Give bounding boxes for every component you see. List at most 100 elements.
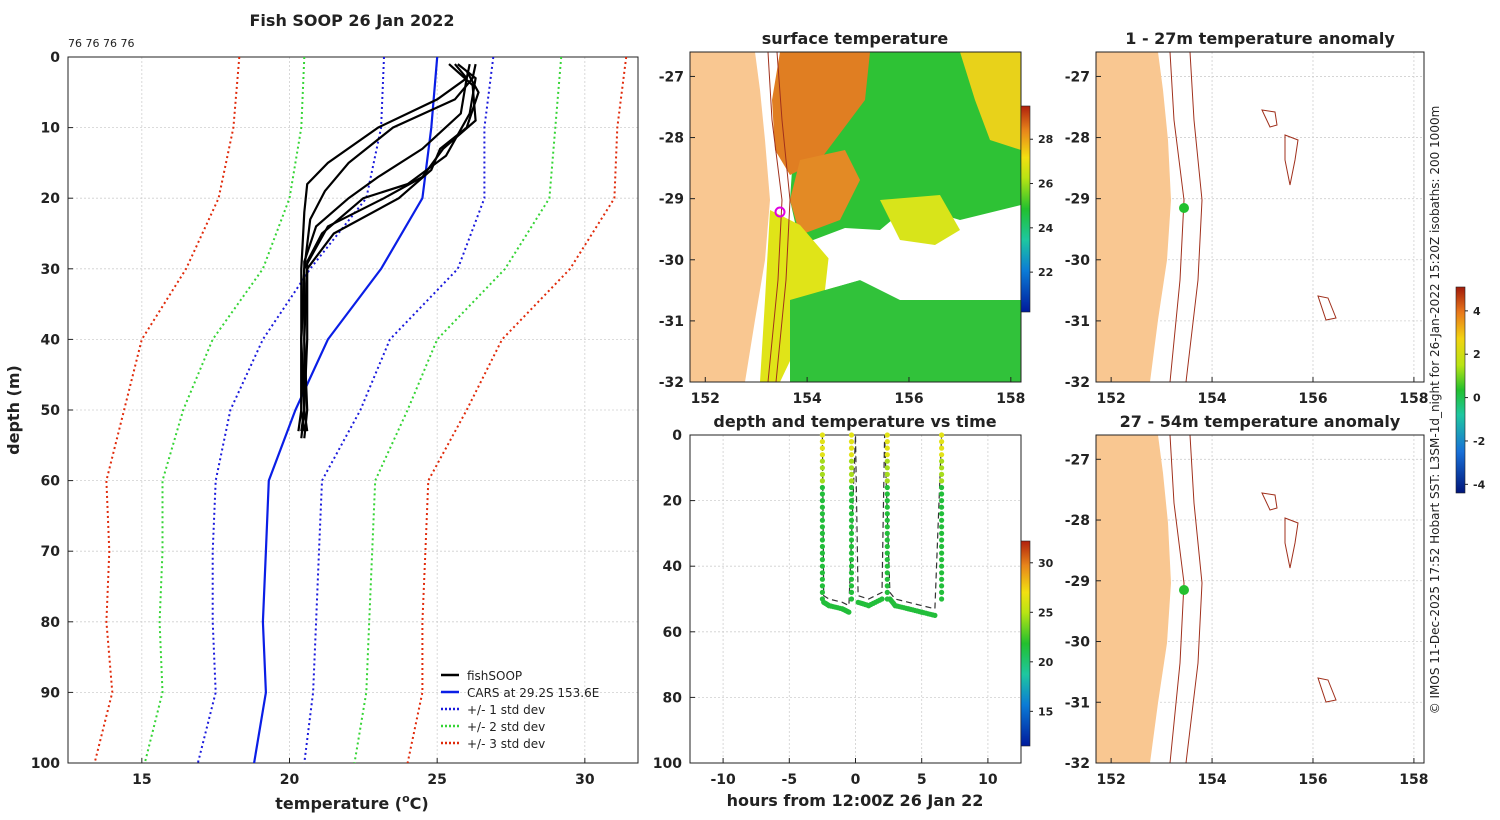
colorbar-tick-label: 25: [1038, 606, 1053, 619]
time-cast-point: [848, 471, 855, 477]
time-cast-point: [939, 478, 945, 484]
time-cast-point: [884, 445, 890, 451]
time-cast-point: [939, 439, 945, 445]
anomaly-map-1-body: [1096, 52, 1337, 382]
map-y-tick-label: -28: [659, 131, 684, 147]
map-x-tick-label: 156: [1298, 772, 1327, 788]
time-x-tick-label: 10: [978, 772, 998, 788]
time-cast-point: [884, 432, 890, 438]
anomaly-map-2-panel: 27 - 54m temperature anomaly 152 154 156 15…: [1065, 412, 1429, 788]
map-y-tick-label: -30: [1065, 253, 1091, 269]
colorbar-tick-label: 24: [1038, 222, 1054, 235]
credit-text: © IMOS 11-Dec-2025 17:52 Hobart SST: L3S…: [1428, 106, 1442, 715]
time-x-tick-label: 0: [851, 772, 861, 788]
profile-x-tick-label: 30: [575, 772, 595, 788]
time-cast-point: [819, 478, 826, 484]
time-cast-point: [848, 465, 855, 471]
time-cast-point: [939, 504, 945, 510]
time-cast-point: [819, 432, 826, 438]
map-y-tick-label: -31: [659, 314, 684, 330]
anomaly-map-1-seamount-a: [1261, 109, 1278, 128]
anomaly-map-2-y-ticks: -27 -28 -29 -30 -31 -32: [1065, 452, 1101, 772]
time-cast-point: [819, 557, 826, 563]
time-cast-point: [848, 498, 855, 504]
time-cast-point: [884, 498, 890, 504]
map-y-tick-label: -32: [1065, 375, 1090, 391]
profile-y-tick-label: 40: [41, 332, 61, 348]
map-x-tick-label: 152: [1097, 772, 1126, 788]
map-x-tick-label: 152: [691, 391, 720, 407]
anomaly-map-2-profile-marker: [1179, 585, 1189, 595]
time-cast-point: [884, 530, 890, 537]
profile-y-tick-label: 70: [41, 544, 61, 560]
time-cast-point: [819, 543, 826, 550]
colorbar-tick-label: 22: [1038, 266, 1053, 279]
map-y-tick-label: -27: [1065, 69, 1090, 85]
time-cast-point: [884, 439, 890, 445]
legend-label-cars: CARS at 29.2S 153.6E: [467, 686, 599, 700]
profile-xlabel: temperature (oC): [275, 792, 428, 813]
time-cast-point: [819, 589, 826, 596]
time-cast-point: [939, 537, 945, 543]
sst-colorbar-ticks: 22 24 26 28: [1030, 133, 1054, 279]
time-cast-point: [819, 491, 826, 497]
time-cast-point: [819, 439, 826, 445]
sst-field-yellow-front: [880, 195, 960, 245]
time-cast-point: [939, 589, 945, 596]
sst-colorbar: [1020, 105, 1031, 313]
time-cast-point: [884, 576, 890, 582]
legend-label-fishsoop: fishSOOP: [467, 669, 522, 683]
colorbar-tick-label: 20: [1038, 656, 1054, 669]
sst-ship-position-marker: [774, 206, 786, 218]
time-cast-point: [939, 517, 945, 523]
profile-y-tick-label: 10: [41, 121, 61, 137]
profile-legend: fishSOOP CARS at 29.2S 153.6E +/- 1 std …: [441, 669, 599, 751]
anomaly-colorbar: [1455, 286, 1466, 494]
map-y-tick-label: -29: [1065, 574, 1090, 590]
time-cast-point: [819, 445, 826, 451]
time-depth-trace: [821, 434, 943, 610]
time-cast-point: [819, 570, 826, 576]
time-bottom-point: [879, 596, 885, 602]
time-cast-point: [848, 589, 855, 596]
anomaly-map-1-title: 1 - 27m temperature anomaly: [1125, 29, 1395, 48]
fishsoop-profile-line: [303, 70, 480, 439]
time-cast-point: [848, 432, 855, 438]
map-x-tick-label: 154: [793, 391, 822, 407]
legend-label-std1: +/- 1 std dev: [467, 703, 545, 717]
map-y-tick-label: -27: [659, 69, 684, 85]
profile-y-tick-label: 100: [31, 756, 60, 772]
time-plot-panel: depth and temperature vs time -10 -5 0 5 10 …: [653, 412, 1054, 810]
time-cast-point: [884, 465, 890, 471]
time-cast-point: [884, 589, 890, 596]
time-cast-point: [939, 583, 945, 589]
time-y-tick-label: 100: [653, 756, 682, 772]
time-cast-point: [819, 498, 826, 504]
time-cast-point: [884, 563, 890, 569]
map-y-tick-label: -29: [659, 192, 684, 208]
profile-x-ticks: 15 20 25 30: [132, 758, 595, 788]
time-cast-point: [819, 517, 826, 523]
profile-y-tick-label: 80: [41, 615, 61, 631]
time-cast-point: [848, 530, 855, 537]
colorbar-tick-label: 15: [1038, 705, 1053, 718]
time-cast-point: [939, 570, 945, 576]
anomaly-map-2-seamount-a: [1261, 492, 1278, 511]
map-x-tick-label: 154: [1197, 772, 1226, 788]
time-cast-point: [884, 543, 890, 550]
time-plot-grid: [690, 434, 1021, 764]
map-x-tick-label: 158: [1399, 772, 1428, 788]
time-plot-y-ticks: 0 20 40 60 80 100: [653, 428, 695, 772]
time-cast-point: [848, 537, 855, 543]
time-cast-point: [939, 458, 945, 464]
time-cast-point: [848, 583, 855, 589]
time-x-tick-label: -5: [782, 772, 798, 788]
time-bottom-point: [846, 609, 852, 615]
time-plot-colorbar-ticks: 15 20 25 30: [1030, 557, 1054, 718]
map-y-tick-label: -28: [1065, 513, 1090, 529]
time-cast-point: [884, 524, 890, 530]
profile-x-tick-label: 15: [132, 772, 151, 788]
anomaly-map-1-seamount-c: [1317, 295, 1337, 321]
time-plot-colorbar: [1020, 540, 1031, 747]
